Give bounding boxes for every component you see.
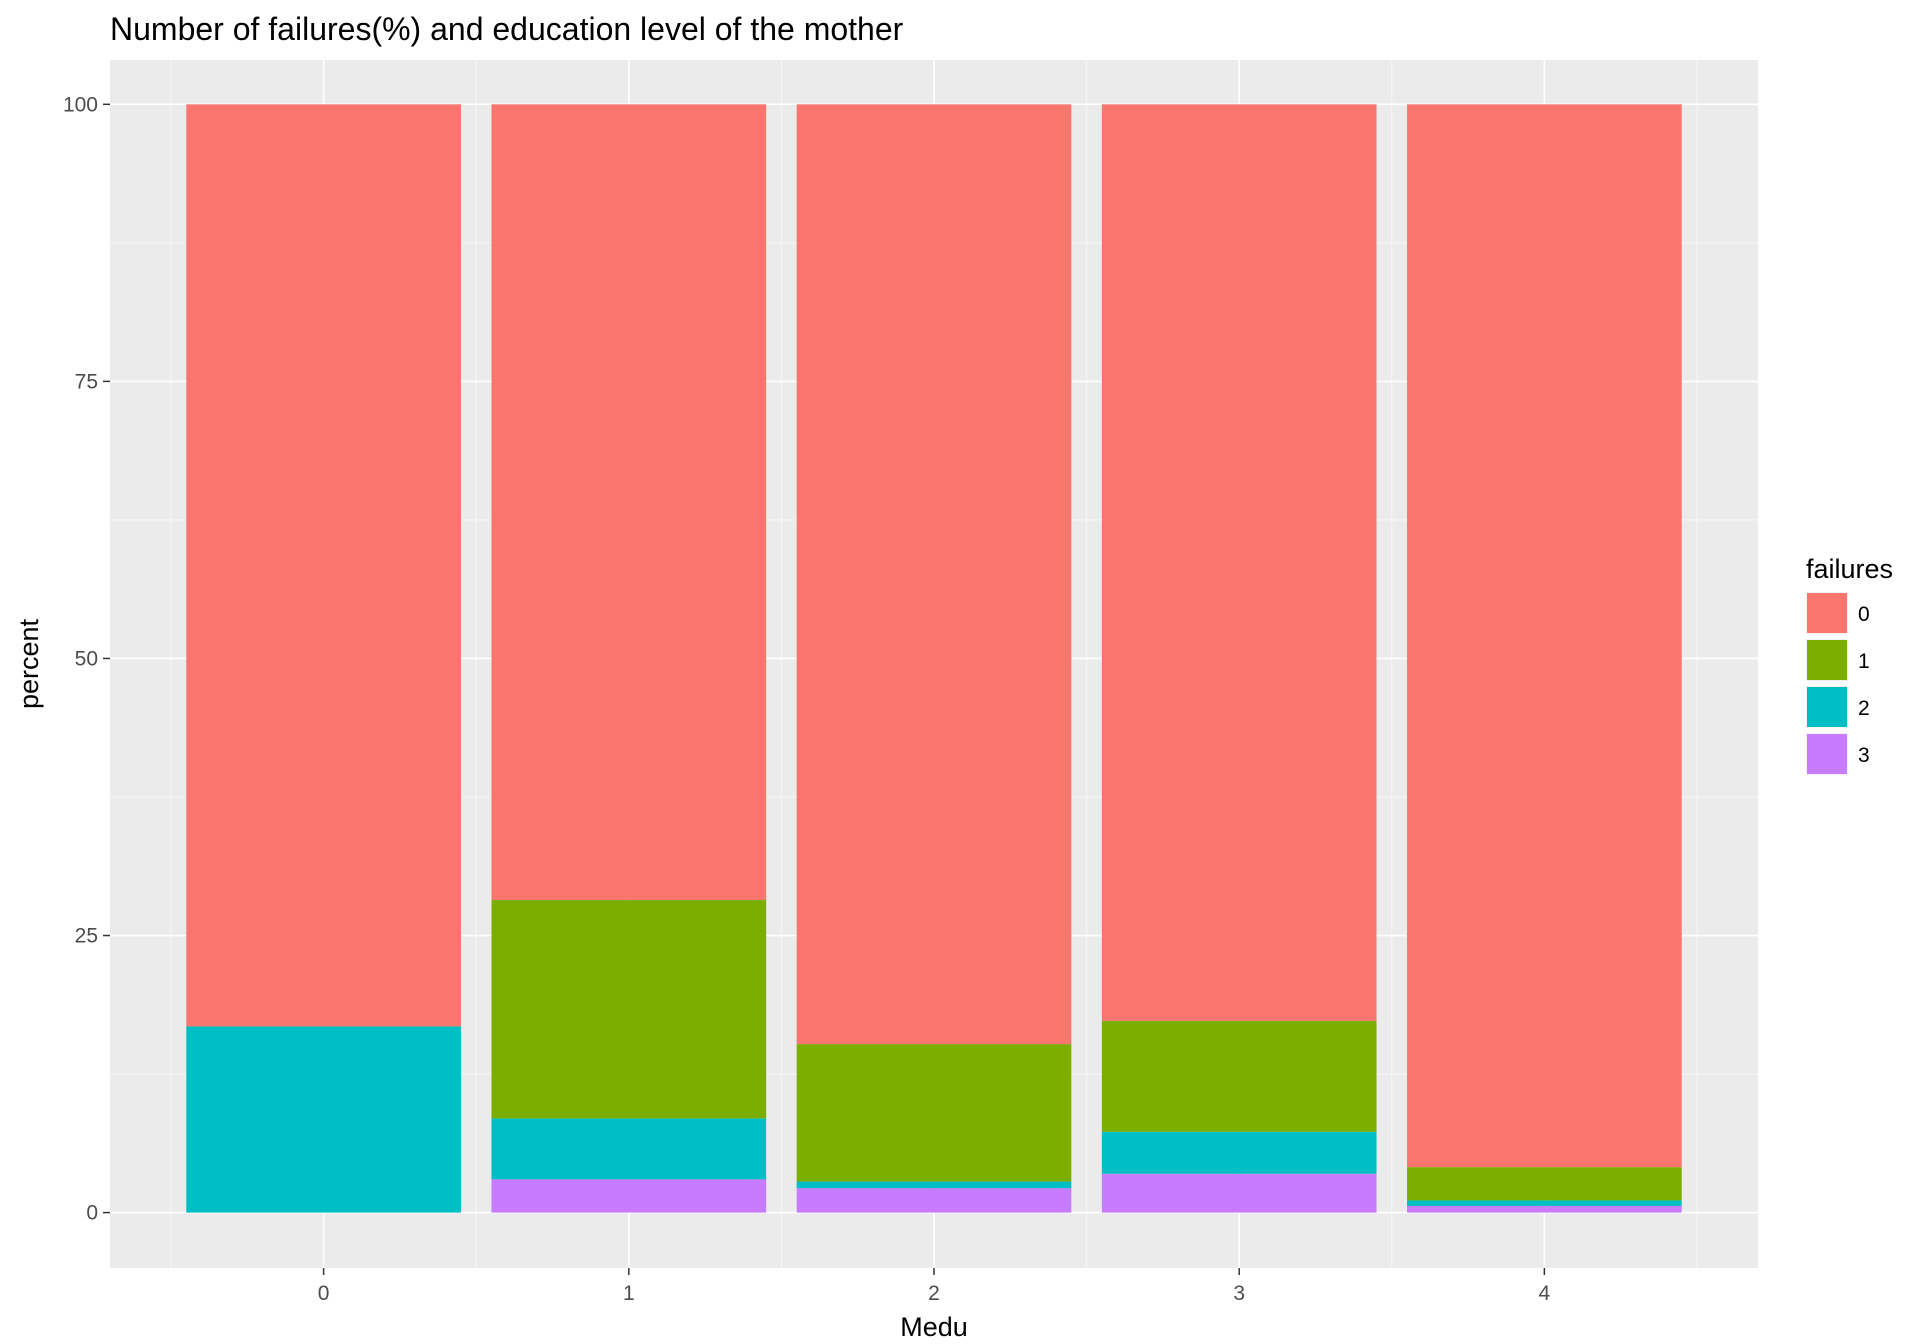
bar-segment-medu-1-failures-3 <box>491 1179 767 1213</box>
bar-segment-medu-0-failures-0 <box>186 104 461 1027</box>
legend: failures 0 1 2 3 <box>1806 554 1893 775</box>
bar-segment-medu-3-failures-0 <box>1101 104 1377 1021</box>
bar-segment-medu-4-failures-3 <box>1407 1205 1682 1213</box>
x-axis-title: Medu <box>900 1312 968 1342</box>
y-tick-label: 25 <box>75 925 98 948</box>
bar-segment-medu-4-failures-0 <box>1407 104 1682 1168</box>
legend-label-0: 0 <box>1858 603 1870 626</box>
bar-segment-medu-3-failures-1 <box>1101 1020 1377 1132</box>
y-axis-ticks: 0 25 50 75 100 <box>63 93 110 1225</box>
bar-segment-medu-1-failures-2 <box>491 1118 767 1180</box>
x-axis-ticks: 0 1 2 3 4 <box>318 1268 1551 1305</box>
x-tick-label: 4 <box>1539 1282 1551 1305</box>
x-tick-label: 2 <box>928 1282 940 1305</box>
legend-title: failures <box>1806 554 1893 584</box>
bar-segment-medu-4-failures-2 <box>1407 1200 1682 1206</box>
bar-segment-medu-1-failures-0 <box>491 104 767 901</box>
y-tick-label: 100 <box>63 93 98 116</box>
legend-swatch-2 <box>1807 687 1847 727</box>
x-tick-label: 0 <box>318 1282 330 1305</box>
bar-segment-medu-2-failures-3 <box>796 1188 1072 1213</box>
bar-segment-medu-3-failures-2 <box>1101 1131 1377 1174</box>
y-tick-label: 75 <box>75 370 98 393</box>
bar-segment-medu-2-failures-0 <box>796 104 1072 1045</box>
bar-segment-medu-2-failures-1 <box>796 1044 1072 1182</box>
legend-label-1: 1 <box>1858 650 1870 673</box>
bar-segment-medu-4-failures-1 <box>1407 1167 1682 1201</box>
bar-segment-medu-1-failures-1 <box>491 900 767 1119</box>
y-axis-title: percent <box>14 618 44 709</box>
bars <box>186 104 1682 1213</box>
legend-label-3: 3 <box>1858 744 1870 767</box>
x-tick-label: 3 <box>1233 1282 1245 1305</box>
legend-swatch-0 <box>1807 593 1847 633</box>
bar-segment-medu-2-failures-2 <box>796 1181 1072 1189</box>
legend-swatch-3 <box>1807 734 1847 774</box>
y-tick-label: 0 <box>86 1202 98 1225</box>
legend-swatch-1 <box>1807 640 1847 680</box>
x-tick-label: 1 <box>623 1282 635 1305</box>
chart-title: Number of failures(%) and education leve… <box>110 11 904 47</box>
legend-label-2: 2 <box>1858 697 1870 720</box>
y-tick-label: 50 <box>75 647 98 670</box>
bar-segment-medu-3-failures-3 <box>1101 1173 1377 1213</box>
bar-segment-medu-0-failures-2 <box>186 1026 461 1213</box>
